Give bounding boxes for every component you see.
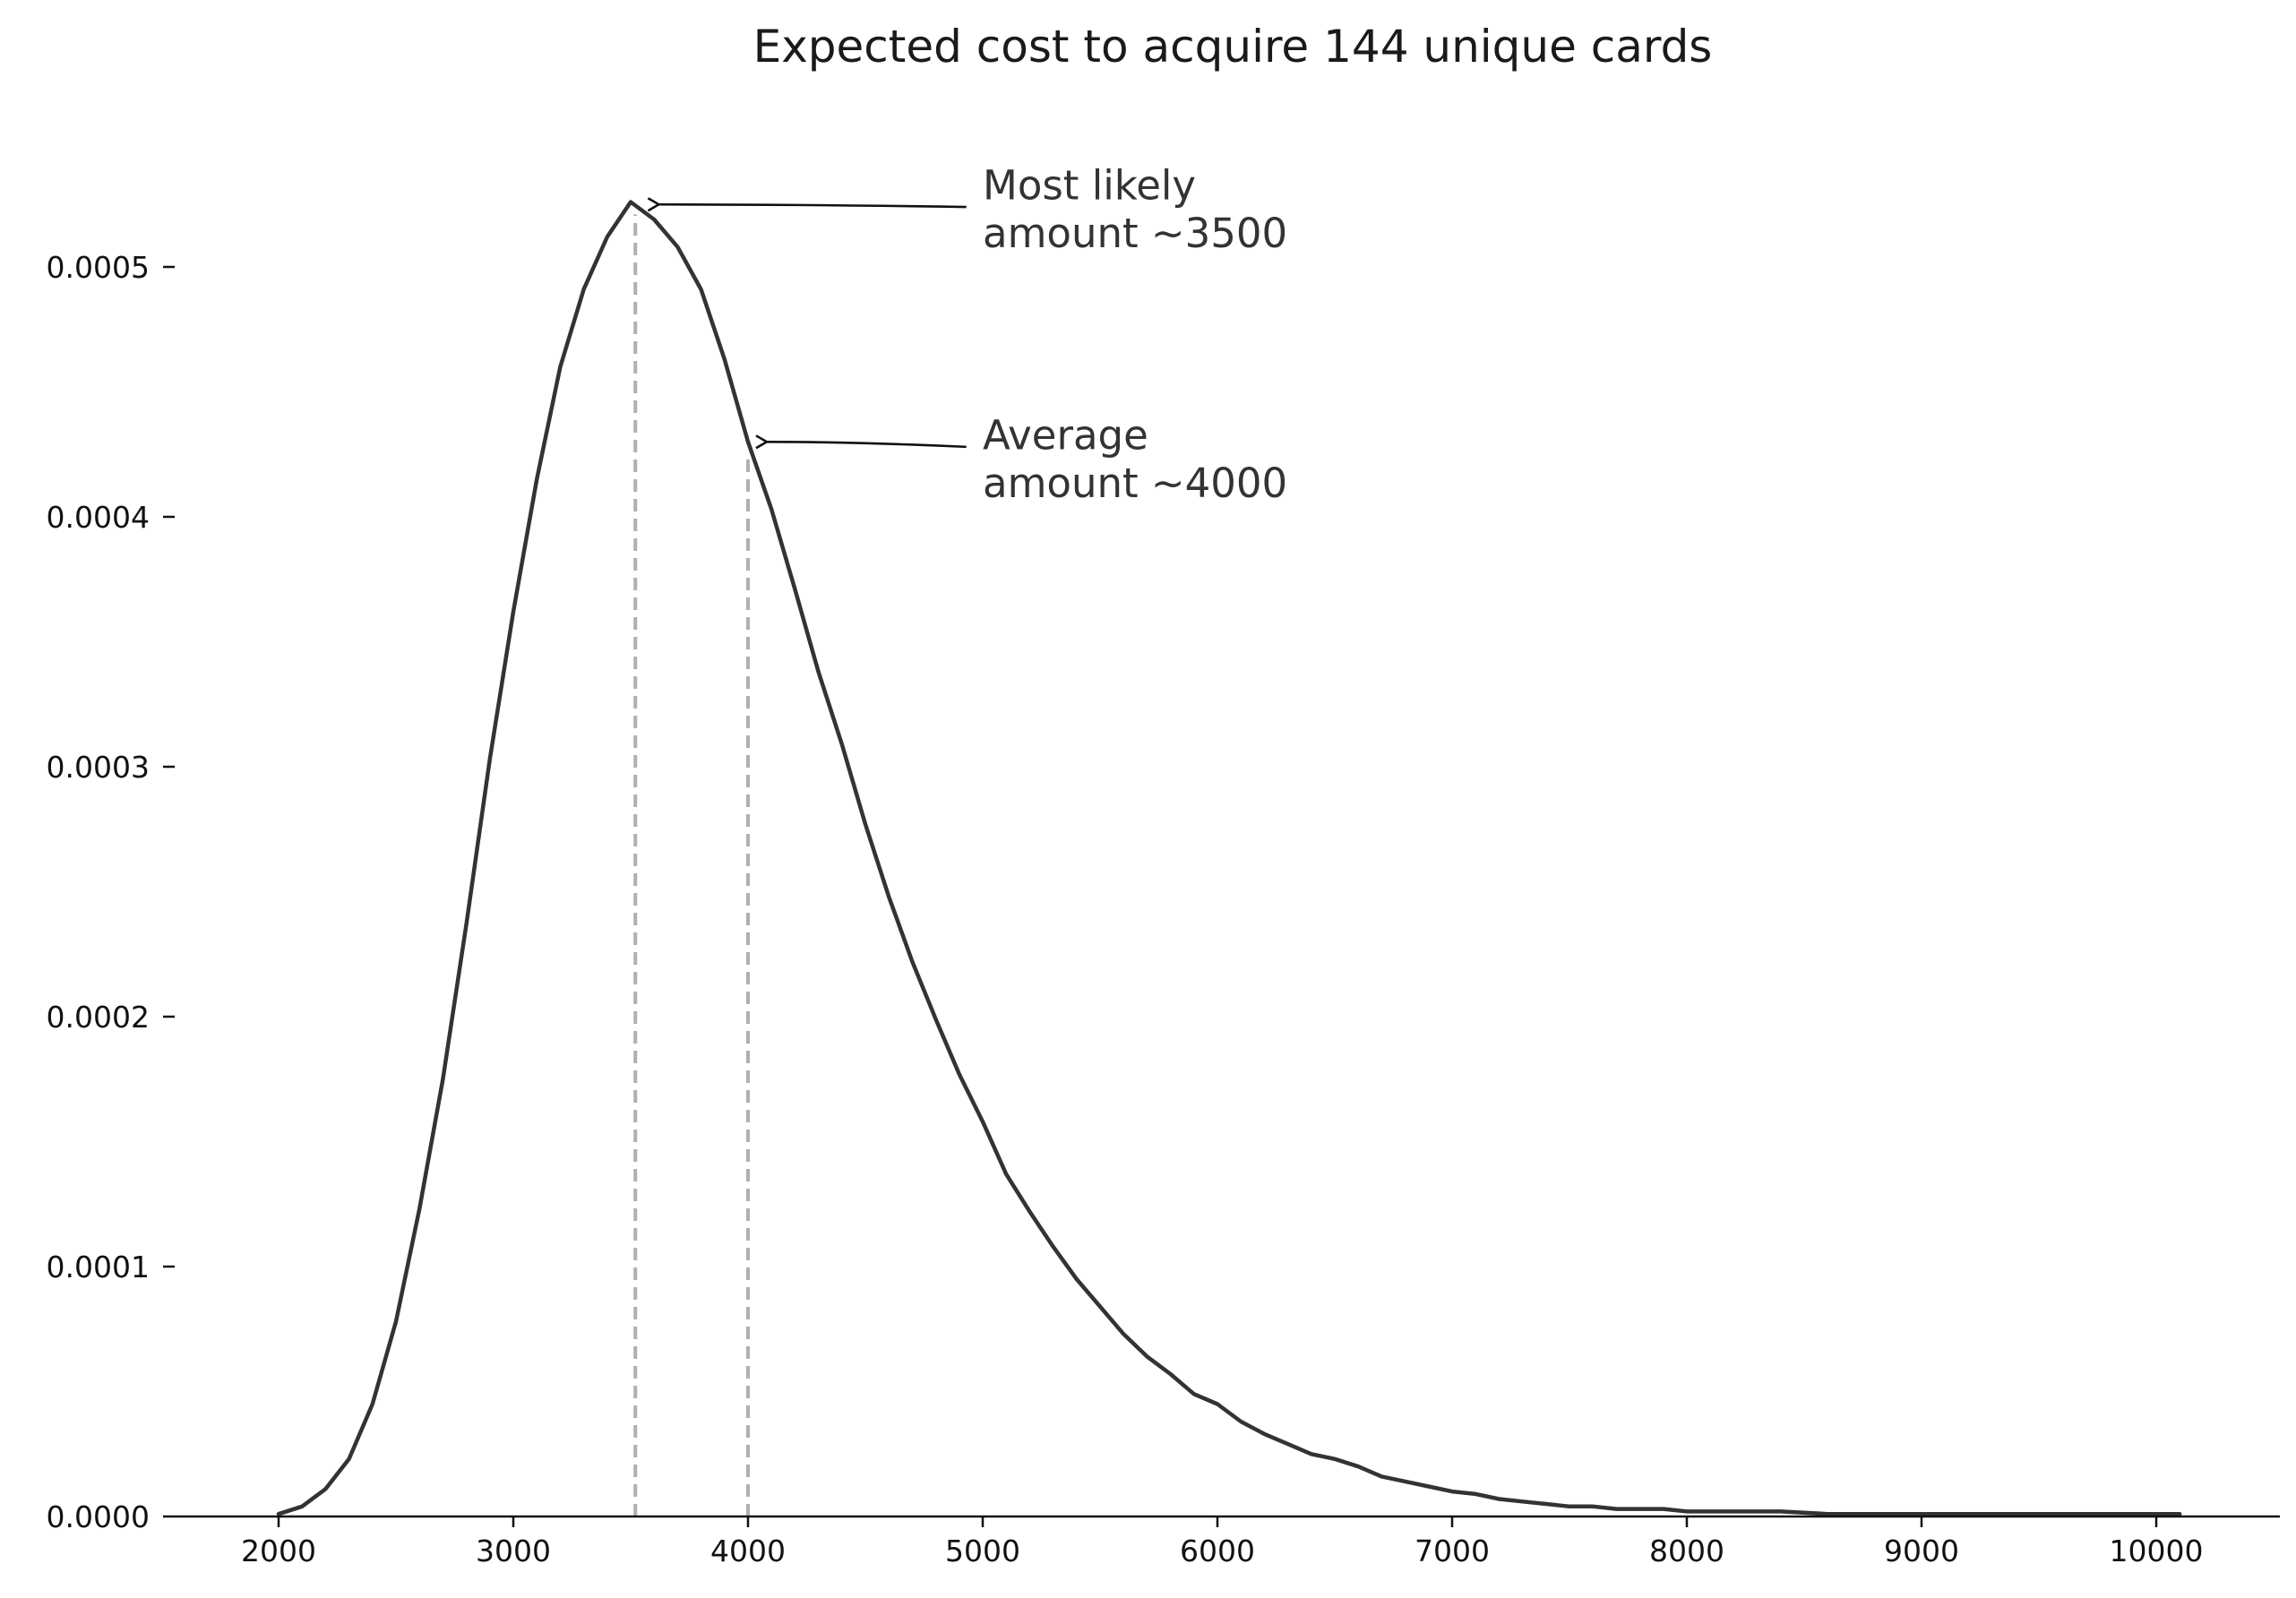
y-tick-label: 0.0001 — [47, 1250, 150, 1284]
x-tick-label: 2000 — [241, 1534, 316, 1568]
x-tick-label: 9000 — [1884, 1534, 1959, 1568]
x-tick-label: 8000 — [1649, 1534, 1724, 1568]
y-tick-label: 0.0000 — [47, 1499, 150, 1534]
annotation-text-mode: Most likely amount ~3500 — [983, 162, 1287, 257]
annotation-line: amount ~3500 — [983, 210, 1287, 257]
annotation-line: Average — [983, 412, 1148, 460]
x-tick-label: 4000 — [710, 1534, 786, 1568]
annotation-arrow-mean — [767, 442, 967, 447]
annotation-arrow-mode — [658, 204, 967, 207]
series-line-group — [276, 200, 2182, 1516]
annotation-line: amount ~4000 — [983, 460, 1287, 507]
axes: 2000 3000 4000 5000 6000 7000 8000 9000 10000 0.0… — [47, 250, 2280, 1568]
y-tick-label: 0.0002 — [47, 1000, 150, 1035]
y-tick-label: 0.0005 — [47, 250, 150, 285]
x-tick-label: 3000 — [476, 1534, 551, 1568]
series-line — [276, 200, 2182, 1516]
x-tick-label: 5000 — [945, 1534, 1020, 1568]
x-tick-label: 6000 — [1180, 1534, 1255, 1568]
y-tick-label: 0.0004 — [47, 500, 150, 535]
x-tick-label: 10000 — [2110, 1534, 2204, 1568]
reference-lines — [633, 214, 750, 1516]
annotations: Most likely amount ~3500 Average amount ~40… — [658, 162, 1287, 507]
chart-title: Expected cost to acquire 144 unique card… — [753, 21, 1713, 73]
annotation-line: Most likely — [983, 162, 1196, 210]
x-tick-label: 7000 — [1415, 1534, 1490, 1568]
annotation-text-mean: Average amount ~4000 — [983, 412, 1287, 507]
y-tick-label: 0.0003 — [47, 750, 150, 785]
